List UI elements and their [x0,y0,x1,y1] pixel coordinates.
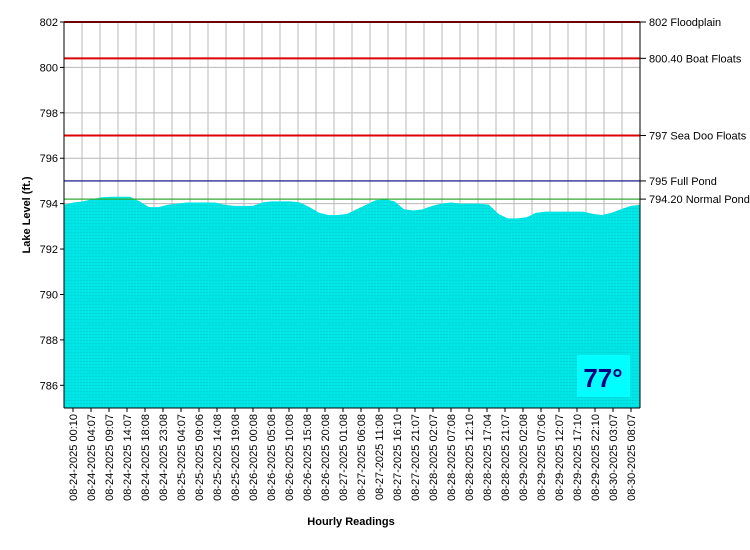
y-tick-label: 788 [40,335,58,347]
y-tick-label: 794 [40,199,58,211]
temperature-value: 77° [583,363,622,393]
lake-level-area [64,196,640,408]
x-tick-label: 08-29-2025 22:10 [590,414,602,501]
x-tick-label: 08-24-2025 23:08 [158,414,170,501]
x-tick-label: 08-27-2025 16:10 [392,414,404,501]
reference-label: 797 Sea Doo Floats [649,131,747,143]
reference-labels: 802 Floodplain 800.40 Boat Floats 797 Sea … [640,17,750,206]
temperature-background [577,355,630,397]
x-tick-label: 08-28-2025 21:07 [500,414,512,501]
y-tick-label: 786 [40,380,58,392]
reference-label: 795 Full Pond [649,176,717,188]
x-tick-label: 08-27-2025 01:08 [338,414,350,501]
x-tick-label: 08-29-2025 07:06 [536,414,548,501]
y-tick-labels: 786 788 790 792 794 796 798 800 802 [40,17,58,392]
x-tick-label: 08-26-2025 00:08 [248,414,260,501]
x-tick-label: 08-27-2025 11:08 [374,414,386,500]
x-tick-label: 08-27-2025 21:07 [410,414,422,501]
y-tick-label: 802 [40,17,58,29]
axes [60,21,641,412]
x-tick-label: 08-25-2025 14:08 [212,414,224,501]
x-tick-label: 08-24-2025 14:07 [122,414,134,501]
x-tick-label: 08-29-2025 12:07 [554,414,566,501]
y-axis-title: Lake Level (ft.) [21,176,33,253]
x-tick-label: 08-30-2025 03:07 [608,414,620,501]
x-tick-label: 08-24-2025 04:07 [86,414,98,501]
reference-label: 800.40 Boat Floats [649,53,742,65]
x-tick-label: 08-26-2025 10:08 [284,414,296,501]
x-tick-label: 08-29-2025 17:10 [572,414,584,501]
x-tick-label: 08-28-2025 07:08 [446,414,458,501]
x-tick-label: 08-26-2025 20:08 [320,414,332,501]
x-axis-title: Hourly Readings [307,516,394,528]
x-tick-label: 08-30-2025 08:07 [626,414,638,501]
x-tick-labels: 08-24-2025 00:10 08-24-2025 04:07 08-24-20… [68,414,638,501]
x-tick-label: 08-26-2025 15:08 [302,414,314,501]
y-tick-label: 800 [40,62,58,74]
x-tick-label: 08-28-2025 17:04 [482,414,494,501]
x-tick-label: 08-24-2025 18:08 [140,414,152,501]
y-tick-label: 792 [40,244,58,256]
x-tick-label: 08-25-2025 19:08 [230,414,242,501]
temperature-badge: 77° [577,355,630,397]
x-tick-label: 08-29-2025 02:08 [518,414,530,501]
reference-label: 794.20 Normal Pond [649,194,750,206]
x-tick-label: 08-25-2025 04:07 [176,414,188,501]
x-tick-label: 08-27-2025 06:08 [356,414,368,501]
y-tick-label: 798 [40,108,58,120]
reference-label: 802 Floodplain [649,17,721,29]
y-tick-label: 796 [40,153,58,165]
data-area [64,196,640,408]
x-tick-label: 08-24-2025 09:07 [104,414,116,501]
x-tick-label: 08-28-2025 12:10 [464,414,476,501]
x-tick-label: 08-25-2025 09:06 [194,414,206,501]
y-tick-label: 790 [40,289,58,301]
x-tick-label: 08-24-2025 00:10 [68,414,80,501]
x-tick-label: 08-28-2025 02:07 [428,414,440,501]
x-tick-label: 08-26-2025 05:08 [266,414,278,501]
